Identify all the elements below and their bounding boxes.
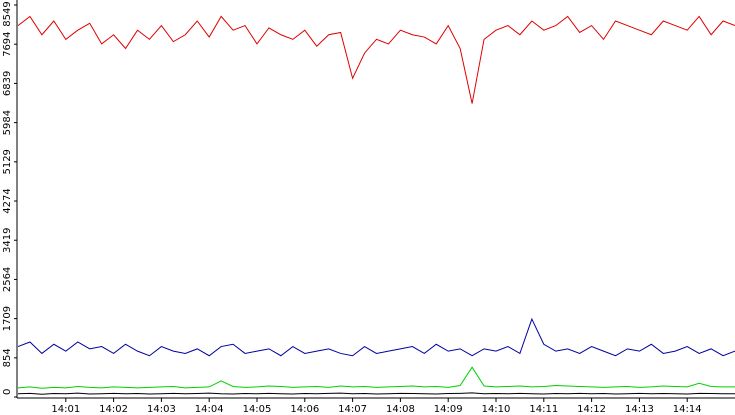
x-tick-label: 14:01 bbox=[51, 404, 80, 415]
y-tick-label: 2564 bbox=[2, 267, 13, 292]
y-tick-label: 6839 bbox=[2, 71, 13, 96]
series-line bbox=[17, 366, 735, 389]
x-tick-label: 14:09 bbox=[434, 404, 463, 415]
y-tick-label: 4274 bbox=[2, 188, 13, 213]
y-tick-label: 7694 bbox=[2, 31, 13, 56]
x-tick-label: 14:05 bbox=[243, 404, 272, 415]
x-tick-label: 14:07 bbox=[338, 404, 367, 415]
x-tick-label: 14:11 bbox=[529, 404, 558, 415]
y-tick-label: 8549 bbox=[2, 1, 13, 26]
x-tick-label: 14:06 bbox=[290, 404, 319, 415]
x-tick-label: 14:12 bbox=[577, 404, 606, 415]
x-tick-label: 14:08 bbox=[386, 404, 415, 415]
y-tick-label: 5129 bbox=[2, 149, 13, 174]
y-tick-label: 5984 bbox=[2, 110, 13, 135]
x-tick-label: 14:14 bbox=[673, 404, 702, 415]
y-tick-label: 854 bbox=[2, 348, 13, 367]
y-tick-label: 0 bbox=[2, 389, 13, 395]
y-tick-label: 1709 bbox=[2, 306, 13, 331]
x-tick-label: 14:04 bbox=[195, 404, 224, 415]
y-tick-label: 3419 bbox=[2, 228, 13, 253]
series-line bbox=[17, 392, 735, 395]
series-line bbox=[17, 317, 735, 357]
x-tick-label: 14:02 bbox=[99, 404, 128, 415]
x-tick-label: 14:03 bbox=[147, 404, 176, 415]
series-line bbox=[17, 15, 735, 104]
x-tick-label: 14:13 bbox=[625, 404, 654, 415]
x-tick-label: 14:10 bbox=[482, 404, 511, 415]
